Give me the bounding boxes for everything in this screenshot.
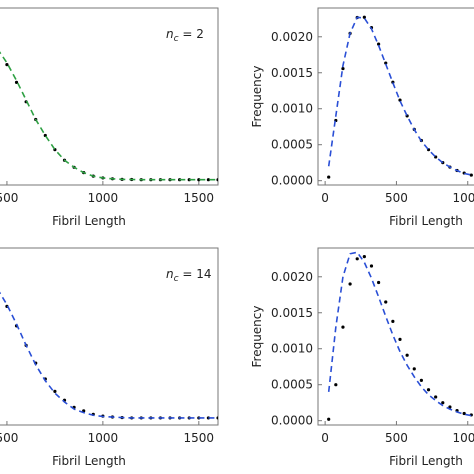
data-point bbox=[53, 389, 57, 393]
series-line bbox=[0, 291, 218, 419]
data-point bbox=[216, 416, 218, 420]
x-tick-label: 1000 bbox=[452, 431, 474, 445]
series-line bbox=[327, 16, 472, 176]
data-point bbox=[384, 300, 388, 304]
annotation-part: n bbox=[166, 267, 174, 281]
data-point bbox=[448, 405, 452, 409]
plot-area bbox=[327, 15, 473, 179]
data-point bbox=[362, 255, 366, 259]
x-tick-label: 0 bbox=[321, 191, 329, 205]
data-point bbox=[426, 388, 431, 392]
x-axis-label: Fibril Length bbox=[52, 214, 126, 228]
series-line bbox=[0, 51, 218, 181]
y-tick-label: 0.0015 bbox=[271, 306, 313, 320]
annotation-part: = 2 bbox=[179, 27, 204, 41]
annotation: nc = 2 bbox=[166, 27, 204, 44]
data-point bbox=[469, 173, 473, 177]
plot-frame bbox=[317, 247, 474, 426]
data-point bbox=[398, 337, 402, 341]
annotation-part: = 14 bbox=[179, 267, 212, 281]
plot-area bbox=[327, 251, 473, 421]
y-tick-label: 0.0000 bbox=[271, 414, 313, 428]
data-point bbox=[14, 80, 19, 84]
data-point bbox=[441, 401, 445, 405]
data-point bbox=[5, 63, 9, 67]
series-line bbox=[327, 251, 472, 417]
x-axis-label: Fibril Length bbox=[389, 454, 463, 468]
x-tick-label: 500 bbox=[0, 191, 18, 205]
data-point bbox=[206, 416, 211, 420]
x-tick-label: 1500 bbox=[184, 431, 215, 445]
x-axis-label: Fibril Length bbox=[52, 454, 126, 468]
panel: 500 1000 1500 Fibril Length nc = 2 bbox=[0, 7, 219, 228]
annotation-part: n bbox=[166, 27, 174, 41]
plot-area bbox=[0, 291, 218, 420]
y-tick-label: 0.0020 bbox=[271, 270, 313, 284]
x-tick-label: 0 bbox=[321, 431, 329, 445]
data-point bbox=[341, 325, 345, 329]
data-point bbox=[434, 395, 438, 399]
x-tick-label: 500 bbox=[0, 431, 18, 445]
y-tick-label: 0.0000 bbox=[271, 174, 313, 188]
data-point bbox=[377, 280, 381, 285]
data-point bbox=[377, 42, 381, 46]
x-tick-label: 1500 bbox=[184, 191, 215, 205]
y-tick-label: 0.0010 bbox=[271, 342, 313, 356]
x-tick-label: 500 bbox=[385, 431, 408, 445]
panel: 500 1000 1500 Fibril Length nc = 14 bbox=[0, 247, 219, 468]
panel: 0 500 1000 0.0000 0.0005 0.0010 0.0015 0.0020 Fi… bbox=[250, 7, 474, 228]
data-point bbox=[462, 411, 466, 416]
annotation-part: c bbox=[174, 274, 179, 284]
data-point bbox=[327, 417, 331, 421]
data-point bbox=[327, 175, 331, 179]
x-tick-label: 1000 bbox=[88, 431, 119, 445]
panel: 0 500 1000 0.0000 0.0005 0.0010 0.0015 0.0020 Fi… bbox=[250, 247, 474, 468]
plot-frame bbox=[0, 7, 219, 186]
plot-frame bbox=[317, 7, 474, 186]
y-tick-label: 0.0010 bbox=[271, 102, 313, 116]
data-point bbox=[206, 178, 211, 182]
data-point bbox=[355, 257, 359, 261]
x-tick-label: 500 bbox=[385, 191, 408, 205]
data-point bbox=[419, 378, 423, 382]
y-tick-label: 0.0005 bbox=[271, 138, 313, 152]
annotation: nc = 14 bbox=[166, 267, 212, 284]
data-point bbox=[216, 178, 218, 182]
y-axis-label: Frequency bbox=[250, 306, 264, 368]
plot-frame bbox=[0, 247, 219, 426]
data-point bbox=[348, 282, 352, 286]
data-point bbox=[384, 61, 388, 65]
data-point bbox=[362, 15, 366, 19]
y-axis-label: Frequency bbox=[250, 66, 264, 128]
data-point bbox=[412, 367, 416, 371]
y-tick-label: 0.0005 bbox=[271, 378, 313, 392]
data-point bbox=[334, 383, 338, 387]
x-tick-label: 1000 bbox=[88, 191, 119, 205]
data-point bbox=[405, 353, 409, 357]
x-axis-label: Fibril Length bbox=[389, 214, 463, 228]
data-point bbox=[391, 319, 395, 323]
data-point bbox=[369, 264, 374, 268]
x-tick-label: 1000 bbox=[452, 191, 474, 205]
data-point bbox=[341, 66, 345, 71]
annotation-part: c bbox=[174, 34, 179, 44]
plot-area bbox=[0, 51, 218, 182]
y-tick-label: 0.0015 bbox=[271, 66, 313, 80]
y-tick-label: 0.0020 bbox=[271, 30, 313, 44]
